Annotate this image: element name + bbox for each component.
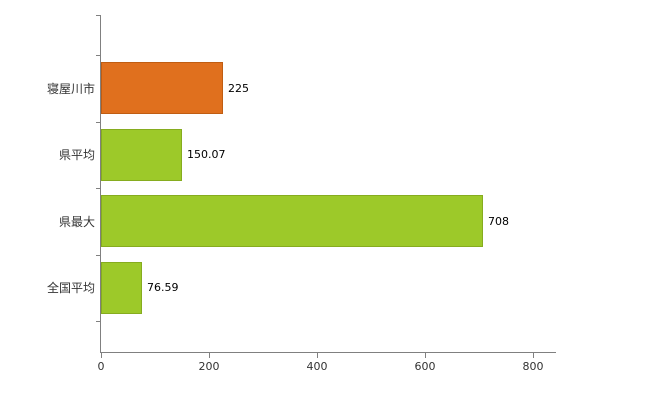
x-tick-mark — [101, 353, 102, 358]
x-tick-mark — [209, 353, 210, 358]
value-label: 225 — [228, 81, 249, 95]
value-label: 708 — [488, 214, 509, 228]
x-tick-label: 800 — [522, 360, 544, 373]
bar — [101, 62, 223, 114]
y-tick-mark — [96, 15, 101, 16]
plot-area: 寝屋川市 225 県平均 150.07 県最大 708 全国平均 76.59 0 200 400 60… — [47, 15, 556, 373]
x-tick-label: 0 — [97, 360, 105, 373]
y-tick-mark — [96, 188, 101, 189]
value-label: 150.07 — [187, 148, 226, 161]
bar — [101, 195, 483, 247]
y-tick-mark — [96, 55, 101, 56]
y-tick-mark — [96, 254, 101, 256]
x-tick-mark — [317, 353, 318, 358]
category-label: 全国平均 — [46, 281, 95, 295]
value-label: 76.59 — [147, 281, 179, 294]
category-label: 県平均 — [58, 148, 95, 162]
x-tick-label: 200 — [198, 360, 220, 373]
category-label: 寝屋川市 — [46, 81, 95, 96]
bar — [101, 261, 142, 314]
bar — [101, 128, 182, 181]
category-label: 県最大 — [58, 214, 95, 229]
x-tick-label: 600 — [414, 360, 436, 373]
y-tick-mark — [96, 121, 101, 123]
y-tick-mark — [96, 321, 101, 322]
x-tick-mark — [425, 353, 426, 358]
x-tick-label: 400 — [306, 360, 328, 373]
x-tick-mark — [533, 353, 534, 358]
